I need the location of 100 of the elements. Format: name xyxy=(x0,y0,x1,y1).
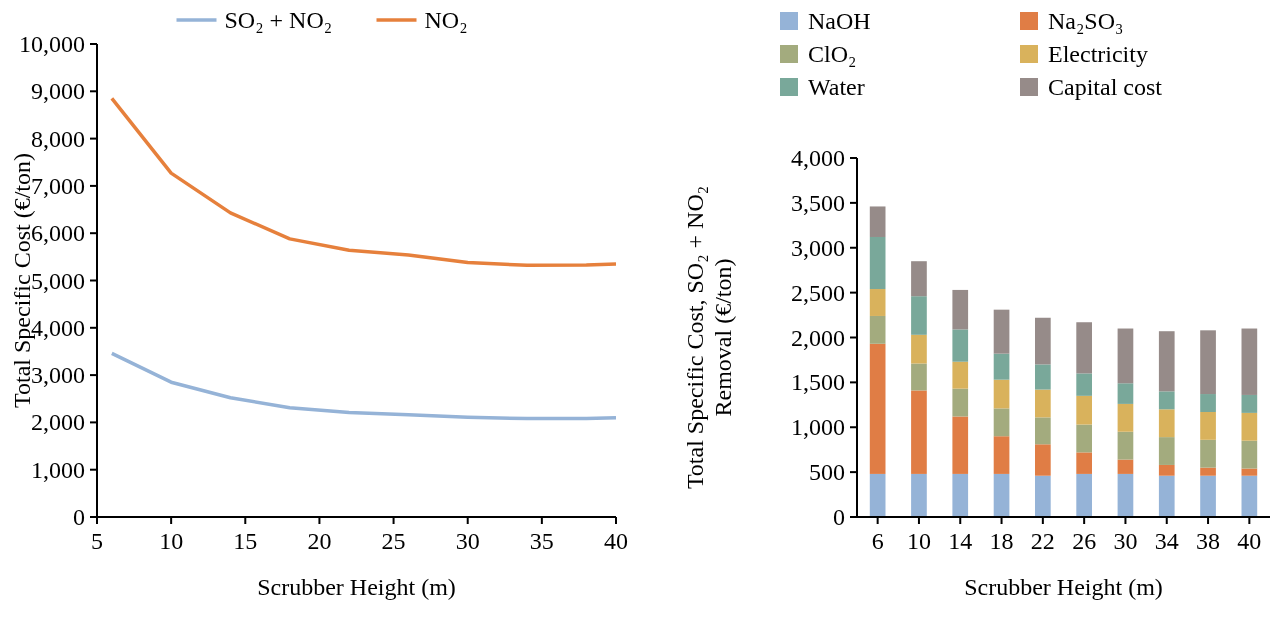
bar xyxy=(1241,328,1258,395)
bar xyxy=(1076,322,1092,374)
x-tick-label: 38 xyxy=(1196,528,1221,554)
bar xyxy=(1158,475,1175,517)
x-tick-label: 26 xyxy=(1072,528,1097,554)
legend-label: Capital cost xyxy=(1048,74,1163,100)
bar xyxy=(1200,475,1216,517)
bar xyxy=(952,289,969,330)
legend-label: Na₂SO₃ xyxy=(1048,8,1124,34)
bar xyxy=(911,261,927,297)
bar xyxy=(1035,417,1051,445)
y-tick-label: 0 xyxy=(833,504,845,530)
x-tick-label: 18 xyxy=(989,528,1014,554)
line-series xyxy=(110,351,618,421)
bar xyxy=(1035,475,1051,517)
bar xyxy=(952,361,969,389)
y-tick-label: 9,000 xyxy=(31,78,85,105)
bar xyxy=(1241,412,1258,441)
bar xyxy=(993,408,1010,437)
bar xyxy=(869,473,886,517)
y-tick-label: 1,000 xyxy=(791,414,845,441)
bar xyxy=(952,416,969,474)
y-tick-label: 2,000 xyxy=(31,409,85,436)
legend-label: SO₂ + NO₂ xyxy=(224,7,333,33)
bar xyxy=(869,289,886,316)
legend-label: NO₂ xyxy=(424,7,468,33)
x-tick-label: 10 xyxy=(159,528,184,554)
bar xyxy=(1076,395,1092,425)
bar xyxy=(993,436,1010,474)
bar xyxy=(1200,439,1216,468)
bar xyxy=(911,390,927,474)
bar xyxy=(1117,459,1134,474)
bar xyxy=(1158,409,1175,438)
bar xyxy=(1035,364,1051,390)
bar xyxy=(911,334,927,364)
bar xyxy=(1035,444,1051,476)
bar xyxy=(1117,473,1134,517)
x-tick-label: 15 xyxy=(233,528,258,554)
bar xyxy=(1076,424,1092,453)
x-axis-title: Scrubber Height (m) xyxy=(964,574,1163,600)
x-tick-label: 35 xyxy=(529,528,554,554)
y-tick-label: 1,500 xyxy=(791,369,845,396)
bar xyxy=(1035,317,1051,365)
bar xyxy=(952,473,969,517)
legend-label: NaOH xyxy=(808,8,871,34)
bar xyxy=(993,473,1010,517)
x-tick-label: 20 xyxy=(307,528,332,554)
bar xyxy=(993,379,1010,409)
bar xyxy=(1035,389,1051,418)
legend-label: Water xyxy=(808,74,865,100)
bar xyxy=(1200,394,1216,412)
x-tick-label: 30 xyxy=(455,528,480,554)
x-axis-title: Scrubber Height (m) xyxy=(257,574,456,600)
bar xyxy=(1241,440,1258,469)
bar xyxy=(1241,475,1258,517)
bar xyxy=(1117,431,1134,460)
bar xyxy=(911,473,927,517)
bar xyxy=(1200,467,1216,476)
y-tick-label: 6,000 xyxy=(31,220,85,247)
bar xyxy=(1158,331,1175,392)
y-tick-label: 2,500 xyxy=(791,279,845,306)
x-tick-label: 40 xyxy=(1237,528,1262,554)
bar xyxy=(952,388,969,417)
bar xyxy=(1241,394,1258,413)
bar xyxy=(1200,330,1216,395)
y-tick-label: 10,000 xyxy=(19,31,85,57)
y-tick-label: 0 xyxy=(73,504,85,530)
x-tick-label: 6 xyxy=(871,528,884,554)
bar xyxy=(1076,473,1092,517)
bar xyxy=(911,296,927,335)
x-tick-label: 22 xyxy=(1030,528,1055,554)
y-tick-label: 1,000 xyxy=(31,456,85,483)
y-tick-label: 3,500 xyxy=(791,189,845,216)
x-tick-label: 14 xyxy=(948,528,973,554)
legend-label: Electricity xyxy=(1048,41,1148,67)
x-tick-label: 30 xyxy=(1113,528,1138,554)
bar xyxy=(1076,452,1092,474)
bar xyxy=(869,315,886,344)
bar xyxy=(911,363,927,391)
bar xyxy=(869,236,886,290)
bar xyxy=(1117,383,1134,404)
bar xyxy=(1241,468,1258,476)
y-tick-label: 500 xyxy=(809,459,845,486)
y-axis-title: Total Specific Cost, SO₂ + NO₂ Removal (€/ton) xyxy=(682,185,736,490)
bar xyxy=(952,329,969,362)
bar xyxy=(993,309,1010,354)
bar xyxy=(1158,391,1175,410)
bar xyxy=(869,206,886,237)
bar xyxy=(1076,373,1092,396)
y-tick-label: 3,000 xyxy=(791,234,845,261)
line-series xyxy=(110,96,618,268)
x-tick-label: 40 xyxy=(604,528,628,554)
y-tick-label: 2,000 xyxy=(791,324,845,351)
bar xyxy=(1158,437,1175,465)
bar xyxy=(869,343,886,474)
x-tick-label: 10 xyxy=(906,528,931,554)
y-tick-label: 8,000 xyxy=(31,125,85,152)
bar xyxy=(1117,328,1134,384)
bar xyxy=(1158,464,1175,476)
bar xyxy=(1200,411,1216,440)
